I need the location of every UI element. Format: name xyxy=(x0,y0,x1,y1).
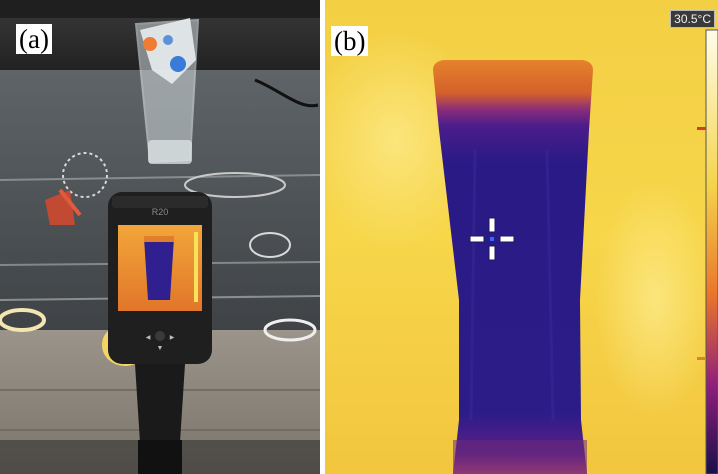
photo-scene: R20 ◀ ▶ ▼ xyxy=(0,0,320,474)
thermal-scene xyxy=(325,0,718,474)
panel-a-photo: R20 ◀ ▶ ▼ (a) xyxy=(0,0,320,474)
camera-model-label: R20 xyxy=(152,207,169,217)
panel-b-thermal-image: (b) 30.5°C xyxy=(325,0,718,474)
panel-b-label: (b) xyxy=(331,26,368,56)
min-marker xyxy=(697,357,706,360)
svg-text:▶: ▶ xyxy=(170,335,175,341)
max-marker xyxy=(697,127,706,130)
panel-a-label: (a) xyxy=(16,24,52,54)
max-temperature-readout: 30.5°C xyxy=(670,10,715,28)
svg-text:◀: ◀ xyxy=(146,335,151,341)
svg-text:▼: ▼ xyxy=(157,345,164,352)
